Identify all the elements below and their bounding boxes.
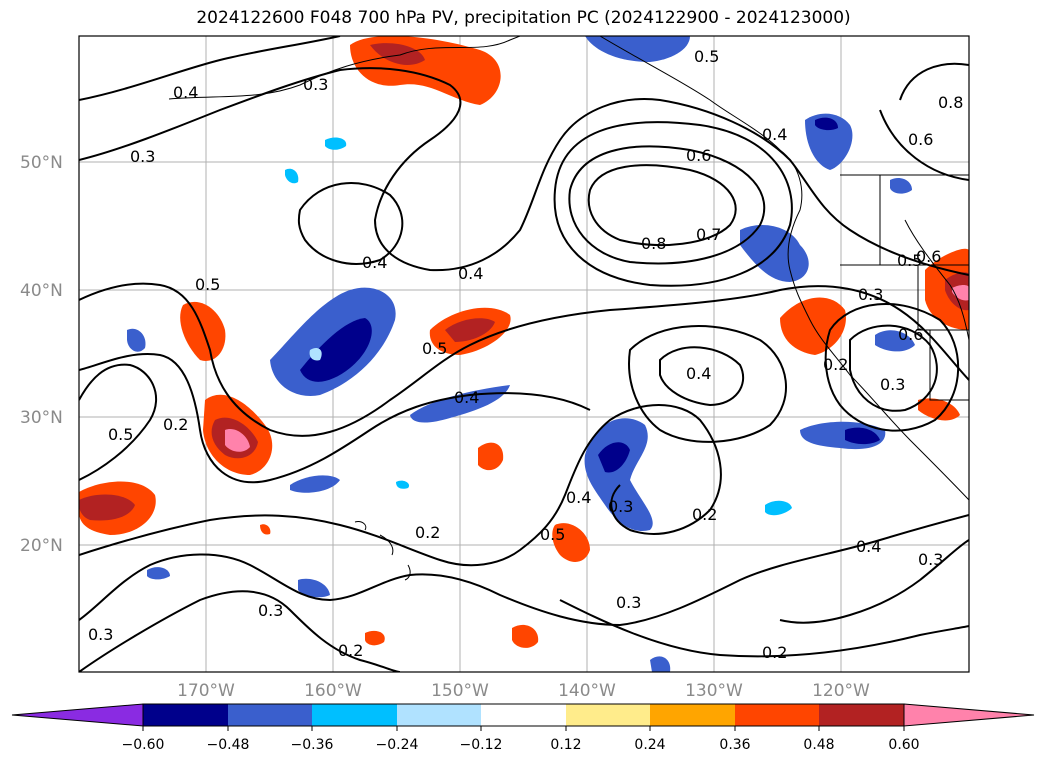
colorbar-extend-high bbox=[903, 703, 1035, 727]
colorbar-segment bbox=[481, 704, 566, 726]
colorbar-segment bbox=[228, 704, 312, 726]
precip-negative bbox=[127, 36, 915, 672]
contour-label: 0.3 bbox=[616, 593, 641, 612]
colorbar-segment bbox=[735, 704, 819, 726]
contour-label: 0.4 bbox=[458, 264, 483, 283]
lon-label: 130°W bbox=[685, 681, 743, 701]
colorbar-tick-label: 0.48 bbox=[803, 737, 834, 753]
lat-label: 50°N bbox=[20, 153, 63, 173]
lat-label: 20°N bbox=[20, 536, 63, 556]
contour-label: 0.4 bbox=[362, 253, 387, 272]
contour-label: 0.7 bbox=[696, 225, 721, 244]
colorbar-segment bbox=[143, 704, 228, 726]
lon-label: 160°W bbox=[304, 681, 362, 701]
contour-label: 0.4 bbox=[173, 83, 198, 102]
contour-label: 0.4 bbox=[762, 125, 787, 144]
colorbar-segment bbox=[819, 704, 904, 726]
latitude-labels: 50°N 40°N 30°N 20°N bbox=[20, 153, 63, 556]
contour-label: 0.3 bbox=[880, 375, 905, 394]
contour-label: 0.5 bbox=[694, 47, 719, 66]
colorbar-ticks bbox=[142, 726, 905, 731]
contour-label: 0.3 bbox=[303, 75, 328, 94]
colorbar-tick-label: −0.60 bbox=[122, 737, 165, 753]
colorbar-segment bbox=[650, 704, 735, 726]
colorbar: −0.60 −0.48 −0.36 −0.24 −0.12 0.12 0.24 … bbox=[11, 703, 1035, 753]
colorbar-tick-label: −0.24 bbox=[376, 737, 419, 753]
contour-label: 0.5 bbox=[540, 525, 565, 544]
contour-label: 0.2 bbox=[338, 641, 363, 660]
contour-label: 0.3 bbox=[258, 601, 283, 620]
contour-label: 0.2 bbox=[762, 643, 787, 662]
colorbar-tick-label: 0.24 bbox=[634, 737, 665, 753]
contour-label: 0.6 bbox=[908, 130, 933, 149]
contour-labels: 0.4 0.3 0.5 0.6 0.6 0.8 0.7 0.4 0.4 0.5 … bbox=[88, 47, 963, 662]
lat-label: 40°N bbox=[20, 281, 63, 301]
coastlines bbox=[168, 36, 969, 581]
contour-label: 0.5 bbox=[897, 251, 922, 270]
colorbar-tick-label: −0.48 bbox=[207, 737, 250, 753]
contour-label: 0.8 bbox=[938, 93, 963, 112]
contour-label: 0.3 bbox=[130, 147, 155, 166]
contour-label: 0.2 bbox=[415, 523, 440, 542]
contour-label: 0.3 bbox=[918, 550, 943, 569]
lon-label: 150°W bbox=[431, 681, 489, 701]
lon-label: 170°W bbox=[177, 681, 235, 701]
map-frame bbox=[78, 35, 970, 673]
contour-label: 0.8 bbox=[641, 234, 666, 253]
contour-label: 0.5 bbox=[422, 339, 447, 358]
contour-label: 0.2 bbox=[692, 505, 717, 524]
map-title: 2024122600 F048 700 hPa PV, precipitatio… bbox=[196, 8, 851, 28]
lon-label: 140°W bbox=[558, 681, 616, 701]
contour-label: 0.3 bbox=[858, 285, 883, 304]
colorbar-segment bbox=[566, 704, 650, 726]
longitude-labels: 170°W 160°W 150°W 140°W 130°W 120°W bbox=[177, 681, 870, 701]
contour-label: 0.5 bbox=[108, 425, 133, 444]
map-area: 0.4 0.3 0.5 0.6 0.6 0.8 0.7 0.4 0.4 0.5 … bbox=[79, 36, 969, 672]
contour-label: 0.6 bbox=[898, 325, 923, 344]
contour-label: 0.4 bbox=[454, 388, 479, 407]
contour-label: 0.4 bbox=[856, 537, 881, 556]
contour-label: 0.4 bbox=[686, 364, 711, 383]
colorbar-tick-label: 0.60 bbox=[888, 737, 919, 753]
contour-label: 0.5 bbox=[195, 275, 220, 294]
lon-label: 120°W bbox=[812, 681, 870, 701]
contour-label: 0.6 bbox=[686, 146, 711, 165]
contour-label: 0.3 bbox=[608, 497, 633, 516]
contour-label: 0.4 bbox=[566, 488, 591, 507]
colorbar-segment bbox=[397, 704, 481, 726]
colorbar-tick-label: −0.36 bbox=[291, 737, 334, 753]
contour-label: 0.2 bbox=[163, 415, 188, 434]
contour-label: 0.3 bbox=[88, 625, 113, 644]
colorbar-tick-label: 0.12 bbox=[550, 737, 581, 753]
colorbar-extend-low bbox=[11, 703, 144, 727]
pv-contours bbox=[79, 36, 969, 672]
colorbar-segment bbox=[312, 704, 397, 726]
colorbar-tick-label: 0.36 bbox=[719, 737, 750, 753]
contour-label: 0.2 bbox=[823, 355, 848, 374]
contour-label: 0.6 bbox=[916, 247, 941, 266]
lat-label: 30°N bbox=[20, 408, 63, 428]
colorbar-tick-label: −0.12 bbox=[460, 737, 503, 753]
